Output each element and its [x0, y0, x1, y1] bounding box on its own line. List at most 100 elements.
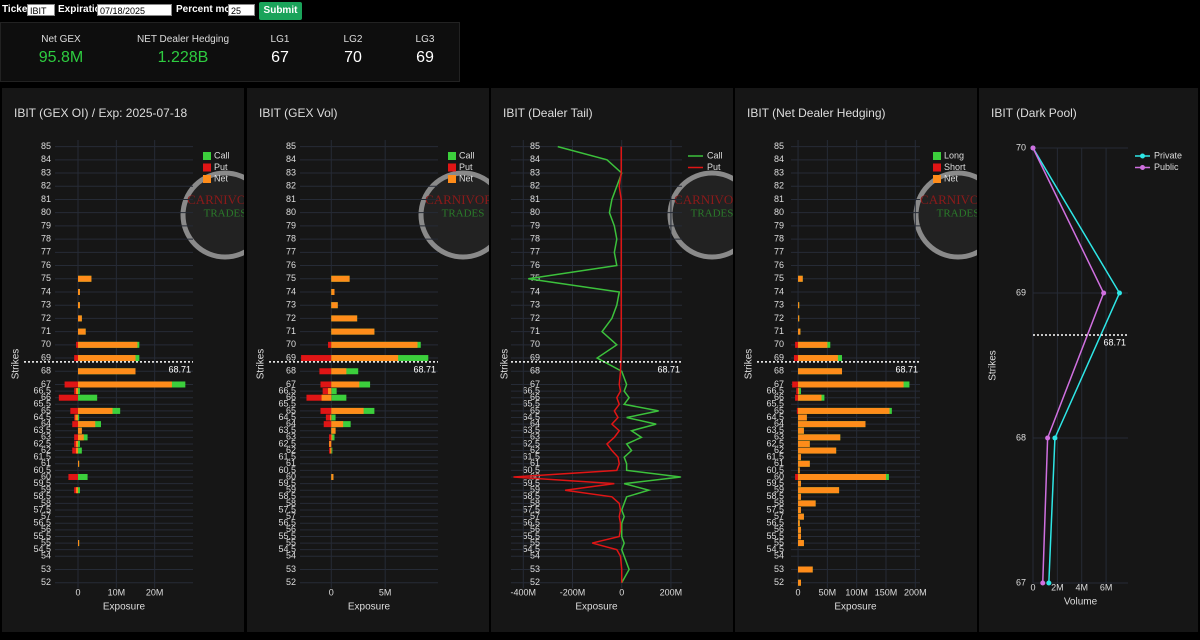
y-tick-label: 68: [286, 366, 296, 376]
expiration-input[interactable]: 07/18/2025: [97, 4, 172, 16]
y-tick-label: 62.5: [766, 438, 784, 448]
watermark-text: CARNIVORE: [425, 192, 489, 207]
bar: [301, 355, 332, 362]
legend-label: Long: [944, 150, 964, 160]
stat-value: 1.228B: [157, 49, 209, 66]
y-tick-label: 59: [41, 485, 51, 495]
bar: [331, 368, 347, 375]
y-tick-label: 82: [41, 181, 51, 191]
bar: [793, 355, 799, 362]
y-tick-label: 54.5: [522, 544, 540, 554]
chart-title: IBIT (Dealer Tail): [503, 106, 593, 120]
bar: [798, 579, 801, 586]
y-tick-label: 59.5: [33, 478, 51, 488]
y-tick-label: 85: [41, 141, 51, 151]
y-tick-label: 74: [774, 286, 784, 296]
y-tick-label: 80: [41, 207, 51, 217]
y-tick-label: 75: [774, 273, 784, 283]
stat-label: LG1: [270, 34, 290, 45]
point: [1030, 145, 1036, 151]
bar: [798, 507, 801, 514]
y-tick-label: 55.5: [522, 531, 540, 541]
bar: [64, 381, 78, 388]
x-tick-label: 6M: [1100, 582, 1113, 592]
y-tick-label: 57.5: [33, 504, 51, 514]
legend-marker: [1140, 165, 1145, 170]
expiration-label: Expiration: [58, 4, 107, 15]
bar: [78, 302, 80, 309]
y-tick-label: 81: [286, 194, 296, 204]
bar: [331, 394, 347, 401]
y-tick-label: 80: [286, 207, 296, 217]
y-tick-label: 66.5: [522, 385, 540, 395]
bar: [329, 434, 332, 441]
bar: [306, 394, 332, 401]
bar: [78, 421, 96, 428]
bar: [331, 388, 337, 395]
y-tick-label: 76: [774, 260, 784, 270]
watermark-text: CARNIVORE: [187, 192, 244, 207]
y-tick-label: 69: [1016, 287, 1026, 297]
x-tick-label: 4M: [1075, 582, 1088, 592]
bar: [325, 414, 332, 421]
bar: [78, 447, 82, 454]
x-tick-label: 0: [75, 587, 80, 597]
y-tick-label: 68: [774, 366, 784, 376]
ticker-input[interactable]: IBIT: [27, 4, 55, 16]
submit-button[interactable]: Submit: [259, 2, 302, 20]
price-label: 68.71: [657, 364, 680, 374]
bar: [70, 407, 78, 414]
y-tick-label: 65: [530, 405, 540, 415]
legend-label: Net: [944, 173, 959, 183]
y-tick-label: 65.5: [278, 399, 296, 409]
y-tick-label: 56: [286, 524, 296, 534]
y-tick-label: 60: [286, 471, 296, 481]
y-tick-label: 60.5: [522, 465, 540, 475]
y-tick-label: 58: [530, 498, 540, 508]
bar: [58, 394, 78, 401]
y-tick-label: 85: [286, 141, 296, 151]
y-tick-label: 58: [41, 498, 51, 508]
bar: [798, 407, 890, 414]
bar: [76, 388, 78, 395]
bar: [331, 275, 350, 282]
bar: [798, 434, 841, 441]
bar: [798, 388, 801, 395]
y-tick-label: 83: [774, 167, 784, 177]
y-tick-label: 83: [286, 167, 296, 177]
y-tick-label: 52: [286, 577, 296, 587]
y-tick-label: 62.5: [522, 438, 540, 448]
y-tick-label: 72: [530, 313, 540, 323]
y-tick-label: 66.5: [766, 385, 784, 395]
y-tick-label: 78: [530, 233, 540, 243]
y-tick-label: 68: [41, 366, 51, 376]
y-tick-label: 56: [530, 524, 540, 534]
watermark-text: CARNIVORE: [920, 192, 977, 207]
y-tick-label: 63: [286, 432, 296, 442]
y-tick-label: 63.5: [33, 425, 51, 435]
bar: [798, 454, 801, 461]
bar: [78, 434, 84, 441]
bar: [76, 440, 78, 447]
y-tick-label: 61: [286, 458, 296, 468]
x-tick-label: 100M: [845, 587, 868, 597]
y-tick-label: 56.5: [33, 518, 51, 528]
x-tick-label: 50M: [819, 587, 837, 597]
legend-label: Net: [459, 173, 474, 183]
bar: [798, 526, 801, 533]
percent-input[interactable]: 25: [228, 4, 255, 16]
watermark-ring: [418, 170, 489, 260]
stat-value: 95.8M: [38, 49, 84, 66]
y-tick-label: 59.5: [278, 478, 296, 488]
bar: [78, 288, 80, 295]
legend-label: Short: [944, 162, 966, 172]
legend-marker: [1140, 153, 1145, 159]
y-tick-label: 84: [530, 154, 540, 164]
y-tick-label: 80: [530, 207, 540, 217]
bar: [74, 440, 78, 447]
x-tick-label: 0: [329, 587, 334, 597]
stat-value: 67: [271, 49, 289, 66]
bar: [78, 540, 80, 547]
chart-title: IBIT (Dark Pool): [991, 106, 1077, 120]
y-axis-label: Strikes: [988, 350, 999, 381]
